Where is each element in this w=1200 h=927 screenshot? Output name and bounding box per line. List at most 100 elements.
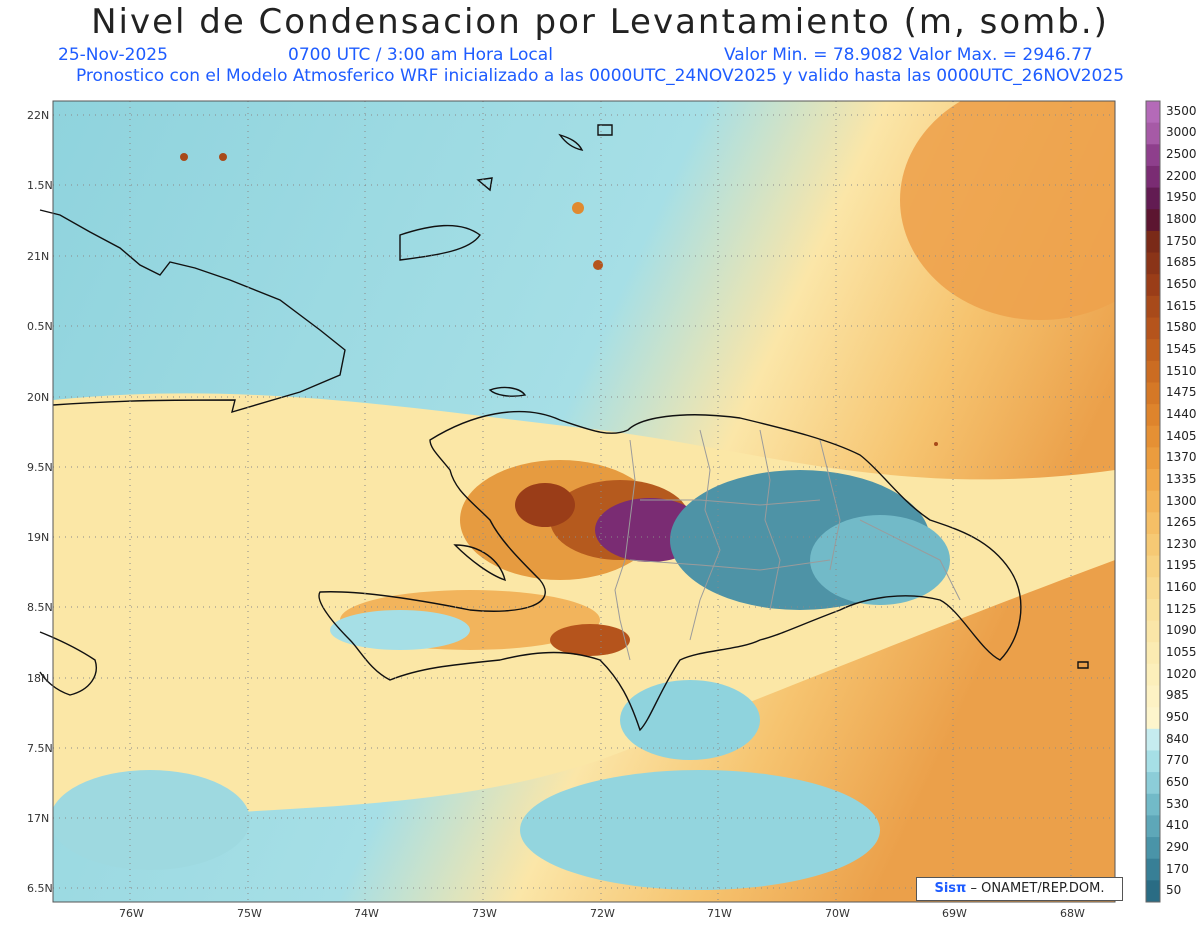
colorbar-swatch bbox=[1146, 728, 1160, 751]
lon-axis: 76W 75W 74W 73W 72W 71W 70W 69W 68W bbox=[119, 907, 1085, 920]
colorbar-label: 650 bbox=[1166, 774, 1189, 789]
colorbar-label: 170 bbox=[1166, 861, 1189, 876]
lat-label: 1.5N bbox=[27, 179, 53, 192]
lon-label: 74W bbox=[354, 907, 379, 920]
colorbar-label: 770 bbox=[1166, 753, 1189, 768]
colorbar-swatch bbox=[1146, 577, 1160, 600]
colorbar-label: 1650 bbox=[1166, 277, 1197, 291]
lat-label: 18N bbox=[27, 672, 49, 685]
min-max-values: Valor Min. = 78.9082 Valor Max. = 2946.7… bbox=[724, 45, 1093, 65]
lat-label: 8.5N bbox=[27, 601, 53, 614]
colorbar-label: 290 bbox=[1166, 839, 1189, 854]
colorbar-label: 1055 bbox=[1166, 645, 1197, 660]
map-title: Nivel de Condensacion por Levantamiento … bbox=[91, 2, 1109, 42]
colorbar-swatch bbox=[1146, 144, 1160, 167]
lat-label: 0.5N bbox=[27, 320, 53, 333]
colorbar-swatch bbox=[1146, 533, 1160, 557]
colorbar-label: 985 bbox=[1166, 688, 1189, 703]
lon-label: 72W bbox=[590, 907, 615, 920]
colorbar-swatch bbox=[1146, 858, 1160, 881]
colorbar bbox=[1145, 100, 1161, 903]
colorbar-label: 1195 bbox=[1166, 558, 1197, 573]
colorbar-label: 1020 bbox=[1166, 666, 1197, 681]
colorbar-swatch bbox=[1146, 165, 1160, 189]
colorbar-swatch bbox=[1146, 707, 1160, 730]
colorbar-swatch bbox=[1146, 685, 1160, 708]
colorbar-swatch bbox=[1146, 555, 1160, 578]
colorbar-label: 1750 bbox=[1166, 233, 1197, 248]
colorbar-swatch bbox=[1146, 880, 1160, 903]
lat-label: 17N bbox=[27, 812, 49, 825]
credit-box: Sisπ – ONAMET/REP.DOM. bbox=[916, 877, 1123, 901]
colorbar-label: 1510 bbox=[1166, 363, 1197, 378]
colorbar-label: 1800 bbox=[1166, 212, 1197, 227]
coastlines bbox=[39, 124, 1089, 732]
colorbar-label: 2200 bbox=[1166, 168, 1197, 183]
colorbar-label: 1685 bbox=[1166, 255, 1197, 270]
colorbar-swatch bbox=[1146, 490, 1160, 513]
lat-label: 21N bbox=[27, 250, 49, 263]
colorbar-swatch bbox=[1146, 230, 1160, 254]
colorbar-swatch bbox=[1146, 101, 1160, 124]
colorbar-label: 2500 bbox=[1166, 147, 1197, 162]
colorbar-label: 1615 bbox=[1166, 298, 1197, 313]
colorbar-label: 1475 bbox=[1166, 385, 1197, 400]
colorbar-swatch bbox=[1146, 252, 1160, 275]
lat-label: 22N bbox=[27, 109, 49, 122]
colorbar-swatch bbox=[1146, 772, 1160, 795]
colorbar-swatch bbox=[1146, 187, 1160, 210]
colorbar-label: 530 bbox=[1166, 796, 1189, 811]
colorbar-label: 840 bbox=[1166, 731, 1189, 746]
colorbar-label: 1090 bbox=[1166, 623, 1197, 638]
colorbar-swatch bbox=[1146, 663, 1160, 687]
colorbar-swatch bbox=[1146, 512, 1160, 535]
colorbar-label: 1545 bbox=[1166, 341, 1197, 356]
lat-label: 7.5N bbox=[27, 742, 53, 755]
map-field bbox=[53, 101, 1115, 902]
colorbar-swatch bbox=[1146, 469, 1160, 492]
credit-brand: Sisπ bbox=[934, 881, 967, 896]
lat-label: 6.5N bbox=[27, 882, 53, 895]
colorbar-swatch bbox=[1146, 447, 1160, 470]
colorbar-label: 1300 bbox=[1166, 493, 1197, 508]
colorbar-swatch bbox=[1146, 360, 1160, 383]
colorbar-label: 950 bbox=[1166, 709, 1189, 724]
colorbar-label: 1580 bbox=[1166, 320, 1197, 335]
lat-label: 20N bbox=[27, 391, 49, 404]
colorbar-swatch bbox=[1146, 598, 1160, 622]
colorbar-label: 1335 bbox=[1166, 471, 1197, 486]
colorbar-label: 3500 bbox=[1166, 103, 1197, 118]
colorbar-swatch bbox=[1146, 295, 1160, 318]
lat-axis: 22N 1.5N 21N 0.5N 20N 9.5N 19N 8.5N 18N … bbox=[27, 109, 53, 895]
colorbar-label: 1370 bbox=[1166, 450, 1197, 465]
lon-label: 68W bbox=[1060, 907, 1085, 920]
lon-label: 71W bbox=[707, 907, 732, 920]
lat-label: 19N bbox=[27, 531, 49, 544]
colorbar-swatch bbox=[1146, 339, 1160, 362]
credit-text: – ONAMET/REP.DOM. bbox=[970, 881, 1105, 896]
colorbar-swatch bbox=[1146, 209, 1160, 232]
colorbar-swatch bbox=[1146, 382, 1160, 405]
forecast-date: 25-Nov-2025 bbox=[58, 45, 168, 65]
colorbar-label: 1405 bbox=[1166, 428, 1197, 443]
lon-label: 70W bbox=[825, 907, 850, 920]
colorbar-swatch bbox=[1146, 642, 1160, 665]
lon-label: 76W bbox=[119, 907, 144, 920]
lon-label: 75W bbox=[237, 907, 262, 920]
province-borders bbox=[614, 429, 961, 661]
colorbar-swatch bbox=[1146, 425, 1160, 448]
colorbar-label: 1950 bbox=[1166, 190, 1197, 205]
colorbar-swatch bbox=[1146, 404, 1160, 427]
colorbar-label: 1440 bbox=[1166, 406, 1197, 421]
colorbar-label: 1230 bbox=[1166, 536, 1197, 551]
colorbar-label: 1265 bbox=[1166, 515, 1197, 530]
forecast-time: 0700 UTC / 3:00 am Hora Local bbox=[288, 45, 553, 65]
colorbar-swatch bbox=[1146, 793, 1160, 816]
colorbar-swatch bbox=[1146, 122, 1160, 145]
lon-label: 73W bbox=[472, 907, 497, 920]
colorbar-swatch bbox=[1146, 620, 1160, 643]
colorbar-label: 3000 bbox=[1166, 125, 1197, 140]
colorbar-label: 410 bbox=[1166, 818, 1189, 833]
lon-label: 69W bbox=[942, 907, 967, 920]
map-frame bbox=[52, 100, 1116, 903]
